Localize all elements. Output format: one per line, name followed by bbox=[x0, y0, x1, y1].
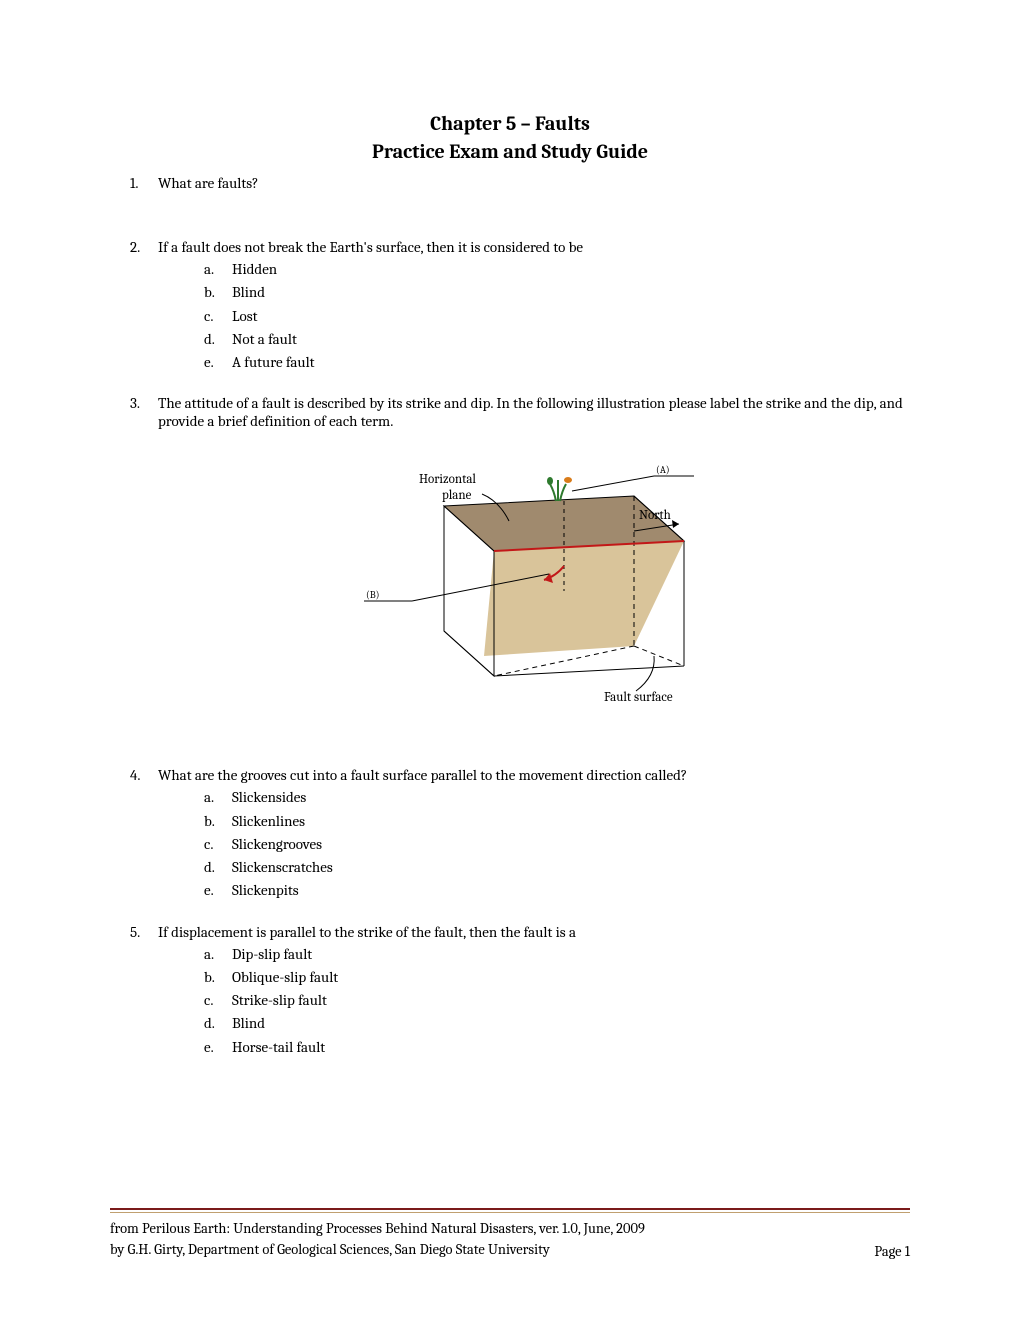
option-text: Not a fault bbox=[232, 328, 297, 351]
footer-line-1: from Perilous Earth: Understanding Proce… bbox=[110, 1219, 645, 1239]
svg-text:(A): (A) bbox=[656, 464, 670, 476]
option: e.A future fault bbox=[204, 351, 910, 374]
option-letter: c. bbox=[204, 833, 232, 856]
option-text: Hidden bbox=[232, 258, 277, 281]
option: e.Horse-tail fault bbox=[204, 1036, 910, 1059]
option-text: Slickenlines bbox=[232, 810, 305, 833]
question-number: 3. bbox=[130, 394, 158, 746]
title-line-1: Chapter 5 – Faults bbox=[110, 110, 910, 138]
question: 3.The attitude of a fault is described b… bbox=[130, 394, 910, 746]
option-text: Blind bbox=[232, 281, 265, 304]
option: b.Blind bbox=[204, 281, 910, 304]
option-text: Dip-slip fault bbox=[232, 943, 312, 966]
option-letter: e. bbox=[204, 351, 232, 374]
question-body: If displacement is parallel to the strik… bbox=[158, 923, 910, 1059]
question-text: What are faults? bbox=[158, 174, 910, 192]
option: d.Blind bbox=[204, 1012, 910, 1035]
svg-text:Fault surface: Fault surface bbox=[604, 690, 673, 705]
option-text: Strike-slip fault bbox=[232, 989, 327, 1012]
question-text: The attitude of a fault is described by … bbox=[158, 394, 910, 430]
svg-text:North: North bbox=[639, 508, 671, 523]
option-letter: b. bbox=[204, 281, 232, 304]
option: b.Slickenlines bbox=[204, 810, 910, 833]
option-letter: d. bbox=[204, 328, 232, 351]
question: 1.What are faults? bbox=[130, 174, 910, 192]
footer-line-2: by G.H. Girty, Department of Geological … bbox=[110, 1240, 645, 1260]
option: d.Not a fault bbox=[204, 328, 910, 351]
question-text: If displacement is parallel to the strik… bbox=[158, 923, 910, 941]
question-number: 2. bbox=[130, 238, 158, 374]
option: d.Slickenscratches bbox=[204, 856, 910, 879]
footer-rule bbox=[110, 1208, 910, 1213]
diagram: (A) (B) North Horizontal plane Fault sur… bbox=[158, 446, 910, 720]
option-letter: e. bbox=[204, 879, 232, 902]
option-letter: a. bbox=[204, 258, 232, 281]
option: c.Strike-slip fault bbox=[204, 989, 910, 1012]
page-footer: from Perilous Earth: Understanding Proce… bbox=[110, 1208, 910, 1260]
options: a.Slickensidesb.Slickenlinesc.Slickengro… bbox=[158, 786, 910, 902]
question-body: If a fault does not break the Earth's su… bbox=[158, 238, 910, 374]
option-text: Slickenpits bbox=[232, 879, 299, 902]
question: 5.If displacement is parallel to the str… bbox=[130, 923, 910, 1059]
option-letter: d. bbox=[204, 856, 232, 879]
option-letter: a. bbox=[204, 786, 232, 809]
option-text: Slickengrooves bbox=[232, 833, 322, 856]
questions-list: 1.What are faults? 2.If a fault does not … bbox=[110, 174, 910, 1059]
svg-text:plane: plane bbox=[442, 488, 472, 503]
option: e.Slickenpits bbox=[204, 879, 910, 902]
option-text: Horse-tail fault bbox=[232, 1036, 325, 1059]
option: a.Hidden bbox=[204, 258, 910, 281]
svg-text:(B): (B) bbox=[366, 589, 379, 601]
page-number: Page 1 bbox=[874, 1243, 910, 1260]
option-letter: d. bbox=[204, 1012, 232, 1035]
title-line-2: Practice Exam and Study Guide bbox=[110, 138, 910, 166]
question-number: 4. bbox=[130, 766, 158, 902]
option-letter: e. bbox=[204, 1036, 232, 1059]
question-number: 5. bbox=[130, 923, 158, 1059]
option-letter: a. bbox=[204, 943, 232, 966]
option-letter: b. bbox=[204, 810, 232, 833]
svg-text:Horizontal: Horizontal bbox=[419, 472, 476, 487]
option-letter: b. bbox=[204, 966, 232, 989]
option-text: Blind bbox=[232, 1012, 265, 1035]
option-text: Slickensides bbox=[232, 786, 306, 809]
question-number: 1. bbox=[130, 174, 158, 192]
option-text: Slickenscratches bbox=[232, 856, 333, 879]
question: 4.What are the grooves cut into a fault … bbox=[130, 766, 910, 902]
option-text: Oblique-slip fault bbox=[232, 966, 338, 989]
options: a.Dip-slip faultb.Oblique-slip faultc.St… bbox=[158, 943, 910, 1059]
plant-icon bbox=[547, 477, 572, 501]
options: a.Hiddenb.Blindc.Lostd.Not a faulte.A fu… bbox=[158, 258, 910, 374]
option: a.Dip-slip fault bbox=[204, 943, 910, 966]
option: a.Slickensides bbox=[204, 786, 910, 809]
option-letter: c. bbox=[204, 989, 232, 1012]
question: 2.If a fault does not break the Earth's … bbox=[130, 238, 910, 374]
question-text: What are the grooves cut into a fault su… bbox=[158, 766, 910, 784]
option-letter: c. bbox=[204, 305, 232, 328]
option: c.Lost bbox=[204, 305, 910, 328]
page: Chapter 5 – Faults Practice Exam and Stu… bbox=[0, 0, 1020, 1320]
chapter-title: Chapter 5 – Faults Practice Exam and Stu… bbox=[110, 110, 910, 166]
question-body: What are the grooves cut into a fault su… bbox=[158, 766, 910, 902]
question-body: The attitude of a fault is described by … bbox=[158, 394, 910, 746]
question-text: If a fault does not break the Earth's su… bbox=[158, 238, 910, 256]
option-text: Lost bbox=[232, 305, 257, 328]
question-body: What are faults? bbox=[158, 174, 910, 192]
option: c.Slickengrooves bbox=[204, 833, 910, 856]
fault-diagram: (A) (B) North Horizontal plane Fault sur… bbox=[334, 446, 734, 716]
option-text: A future fault bbox=[232, 351, 315, 374]
option: b.Oblique-slip fault bbox=[204, 966, 910, 989]
